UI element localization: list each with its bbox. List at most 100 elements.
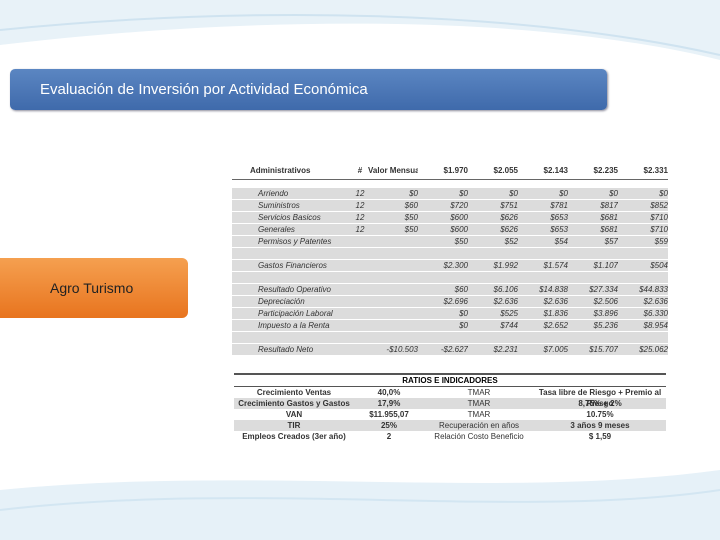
table-cell: Generales (258, 225, 295, 234)
ratios-cell: 8,75% + 2% (578, 399, 622, 408)
table-cell: # (357, 166, 363, 175)
ratios-cell: $11.955,07 (369, 410, 409, 419)
table-cell: $2.143 (543, 166, 568, 175)
table-cell: $1.836 (543, 309, 568, 318)
ratios-cell: TMAR (467, 399, 491, 408)
table-cell: $1.107 (593, 261, 618, 270)
table-cell: Resultado Neto (258, 345, 314, 354)
table-cell: $600 (450, 225, 468, 234)
table-cell: $681 (600, 225, 618, 234)
table-cell: Participación Laboral (258, 309, 333, 318)
table-row: Arriendo 12 $0 $0 $0 $0 $0 $0 (232, 188, 668, 200)
table-cell: $2.235 (593, 166, 618, 175)
table-cell: $626 (500, 225, 518, 234)
table-cell: $710 (650, 225, 668, 234)
table-cell: -$10.503 (386, 345, 418, 354)
table-cell: $25.062 (639, 345, 668, 354)
table-cell: $8.954 (643, 321, 668, 330)
table-cell (368, 320, 418, 331)
table-row: Servicios Basicos 12 $50 $600 $626 $653 $681 $7… (232, 212, 668, 224)
table-cell: Servicios Basicos (258, 213, 321, 222)
table-cell: 12 (355, 225, 365, 234)
table-cell: $50 (454, 237, 468, 246)
financial-table: Administrativos # Valor Mensual $1.970 $2.05… (232, 163, 668, 356)
ratios-cell: Recuperación en años (438, 421, 520, 430)
ratios-cell: Empleos Creados (3er año) (242, 432, 346, 441)
table-cell: $0 (609, 189, 618, 198)
table-cell: $3.896 (593, 309, 618, 318)
ratios-cell: 17,9% (377, 399, 401, 408)
ratios-cell: VAN (285, 410, 303, 419)
table-cell: $50 (404, 213, 418, 222)
table-cell: Arriendo (258, 189, 289, 198)
ratios-title: RATIOS E INDICADORES (234, 375, 666, 387)
table-cell: $0 (409, 189, 418, 198)
table-cell: $44.833 (639, 285, 668, 294)
table-cell: $7.005 (543, 345, 568, 354)
table-cell: $59 (654, 237, 668, 246)
bottom-decoration (0, 470, 720, 540)
table-cell: $817 (600, 201, 618, 210)
table-cell: Impuesto a la Renta (258, 321, 330, 330)
table-cell (352, 344, 368, 355)
table-row (232, 248, 668, 260)
ratios-cell: Crecimiento Gastos y Gastos (238, 399, 350, 408)
table-cell: $50 (404, 225, 418, 234)
table-cell: -$2.627 (440, 345, 468, 354)
table-cell: $6.106 (493, 285, 518, 294)
ratios-cell: 3 años 9 meses (570, 421, 630, 430)
table-cell: $2.231 (493, 345, 518, 354)
ratios-cell: TIR (287, 421, 301, 430)
table-row: Resultado Neto -$10.503 -$2.627 $2.231 $7.00… (232, 344, 668, 356)
table-cell (368, 296, 418, 307)
table-cell: $0 (459, 189, 468, 198)
table-cell: $720 (450, 201, 468, 210)
table-cell: $57 (604, 237, 618, 246)
table-cell: $6.330 (643, 309, 668, 318)
table-cell: $2.636 (493, 297, 518, 306)
table-cell: $15.707 (589, 345, 618, 354)
table-cell: $54 (554, 237, 568, 246)
ratios-cell: Crecimiento Ventas (256, 388, 332, 397)
table-cell (368, 236, 418, 247)
table-cell (368, 284, 418, 295)
sidebar-label: Agro Turismo (0, 258, 188, 318)
table-cell: $0 (559, 189, 568, 198)
table-cell (352, 236, 368, 247)
ratios-row: Crecimiento Gastos y Gastos 17,9% TMAR 8,75… (234, 398, 666, 409)
swoosh (0, 470, 720, 540)
table-cell: Resultado Operativo (258, 285, 331, 294)
table-row: Resultado Operativo $60 $6.106 $14.838 $27.3… (232, 284, 668, 296)
table-cell (352, 296, 368, 307)
table-cell: 12 (355, 201, 365, 210)
ratios-cell: Tasa libre de Riesgo + Premio al Riesgo (538, 388, 662, 408)
table-cell: $2.506 (593, 297, 618, 306)
table-cell: $600 (450, 213, 468, 222)
table-row: Permisos y Patentes $50 $52 $54 $57 $59 (232, 236, 668, 248)
table-cell (368, 260, 418, 271)
table-cell: $751 (500, 201, 518, 210)
ratios-cell: TMAR (467, 410, 491, 419)
table-cell: $2.331 (643, 166, 668, 175)
table-cell: $60 (404, 201, 418, 210)
table-cell: $852 (650, 201, 668, 210)
table-row (232, 272, 668, 284)
table-cell: $14.838 (539, 285, 568, 294)
table-cell: $1.574 (543, 261, 568, 270)
title-bar: Evaluación de Inversión por Actividad Ec… (10, 69, 607, 110)
table-cell: $681 (600, 213, 618, 222)
ratios-row: Empleos Creados (3er año) 2 Relación Costo… (234, 431, 666, 442)
table-row: Suministros 12 $60 $720 $751 $781 $817 $852 (232, 200, 668, 212)
table-cell: $1.992 (493, 261, 518, 270)
table-cell: $710 (650, 213, 668, 222)
table-cell: $653 (550, 225, 568, 234)
ratios-cell: TMAR (467, 388, 491, 397)
table-cell: $2.636 (543, 297, 568, 306)
table-cell (368, 308, 418, 319)
table-cell: $653 (550, 213, 568, 222)
ratios-row: Crecimiento Ventas 40,0% TMAR Tasa libre de… (234, 387, 666, 408)
ratios-cell: 2 (386, 432, 392, 441)
ratios-cell: 10.75% (586, 410, 614, 419)
table-cell: $2.055 (493, 166, 518, 175)
table-row: Administrativos # Valor Mensual $1.970 $2.05… (232, 163, 668, 180)
